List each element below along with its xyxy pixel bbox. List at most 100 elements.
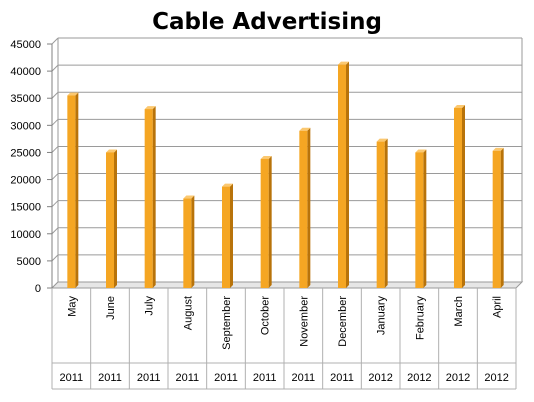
bar-top <box>299 127 311 131</box>
x-year-label: 2011 <box>176 372 200 384</box>
x-category-label: July <box>144 296 156 316</box>
bar-front <box>222 186 230 288</box>
bar-side <box>307 127 311 288</box>
gridlines <box>50 37 524 289</box>
bar-top <box>106 149 117 153</box>
bar <box>415 149 427 288</box>
gridline-depth <box>51 173 59 180</box>
x-year-label: 2011 <box>137 372 161 384</box>
bar-front <box>260 158 269 288</box>
bar-front <box>454 107 462 288</box>
bar-side <box>75 92 79 288</box>
bar-side <box>384 138 388 288</box>
x-year-label: 2012 <box>446 372 470 384</box>
bar-side <box>346 61 349 288</box>
y-tick-label: 5000 <box>17 256 41 268</box>
x-category-label: June <box>105 296 117 320</box>
x-year-label: 2011 <box>292 372 316 384</box>
bar-top <box>144 106 156 110</box>
bar <box>222 183 233 288</box>
x-year-label: 2012 <box>368 372 392 384</box>
bar-side <box>268 155 272 288</box>
x-year-label: 2011 <box>253 372 277 384</box>
gridline-depth <box>51 146 59 153</box>
x-category-label: August <box>182 296 194 330</box>
x-category-label: May <box>66 296 78 317</box>
bar-side <box>230 183 233 288</box>
bar-front <box>67 95 76 288</box>
bar <box>67 92 79 288</box>
x-year-label: 2011 <box>330 372 354 384</box>
bar-side <box>423 149 427 288</box>
x-year-label: 2011 <box>98 372 122 384</box>
bar-side <box>152 106 156 288</box>
bar-top <box>338 61 349 65</box>
bar-top <box>67 92 79 96</box>
x-category-label: January <box>376 296 388 336</box>
bar-top <box>183 195 195 199</box>
bar-top <box>454 104 465 108</box>
gridline-depth <box>51 200 59 208</box>
gridline-depth <box>51 37 59 45</box>
x-year-label: 2011 <box>60 372 84 384</box>
gridline-depth <box>51 118 59 126</box>
x-category-label: February <box>414 296 426 341</box>
bar-side <box>462 104 465 288</box>
bar <box>454 104 465 288</box>
x-category-label: November <box>298 296 310 347</box>
bar <box>299 127 311 288</box>
bar-top <box>260 155 272 159</box>
bar-top <box>376 138 388 142</box>
y-tick-label: 10000 <box>10 229 41 241</box>
bar <box>338 61 349 288</box>
gridline-depth <box>51 227 59 235</box>
x-category-label: December <box>337 296 349 347</box>
bar <box>260 155 272 288</box>
x-axis-categories: May 2011 June 2011 July 2011 August 2011 Septemb… <box>51 288 517 390</box>
x-category-label: October <box>260 296 272 335</box>
y-tick-label: 15000 <box>10 202 41 214</box>
x-year-label: 2012 <box>484 372 508 384</box>
chart-floor <box>50 281 524 289</box>
gridline-depth <box>51 64 59 72</box>
x-year-label: 2011 <box>214 372 238 384</box>
y-axis-ticks: 0 5000 10000 15000 20000 25000 30000 35000 40000… <box>10 39 41 295</box>
bar <box>183 195 195 288</box>
bar-top <box>492 147 504 151</box>
axes <box>47 43 53 289</box>
gridline-depth <box>51 254 59 262</box>
bar-front <box>376 141 385 288</box>
bar <box>376 138 388 288</box>
chart-title: Cable Advertising <box>152 9 382 35</box>
bar-top <box>222 183 233 187</box>
y-tick-label: 35000 <box>10 93 41 105</box>
bar <box>106 149 117 288</box>
bar-front <box>492 150 501 288</box>
bar-top <box>415 149 427 153</box>
y-tick-label: 20000 <box>10 175 41 187</box>
bar-front <box>106 152 114 288</box>
bars <box>67 61 504 288</box>
x-category-label: September <box>221 296 233 350</box>
bar <box>492 147 504 288</box>
bar-side <box>500 147 504 288</box>
x-year-label: 2012 <box>407 372 431 384</box>
y-tick-label: 45000 <box>10 39 41 51</box>
bar-front <box>299 130 308 288</box>
y-tick-label: 30000 <box>10 120 41 132</box>
x-category-label: March <box>453 296 465 327</box>
bar-side <box>191 195 195 288</box>
bar-front <box>415 152 424 288</box>
y-tick-label: 40000 <box>10 66 41 78</box>
bar-front <box>183 198 192 288</box>
y-tick-label: 0 <box>35 283 41 295</box>
y-tick-label: 25000 <box>10 147 41 159</box>
bar-front <box>338 64 346 288</box>
bar-front <box>144 109 153 288</box>
bar <box>144 106 156 288</box>
bar-side <box>114 149 117 288</box>
x-category-label: April <box>492 296 504 318</box>
gridline-depth <box>51 91 59 99</box>
